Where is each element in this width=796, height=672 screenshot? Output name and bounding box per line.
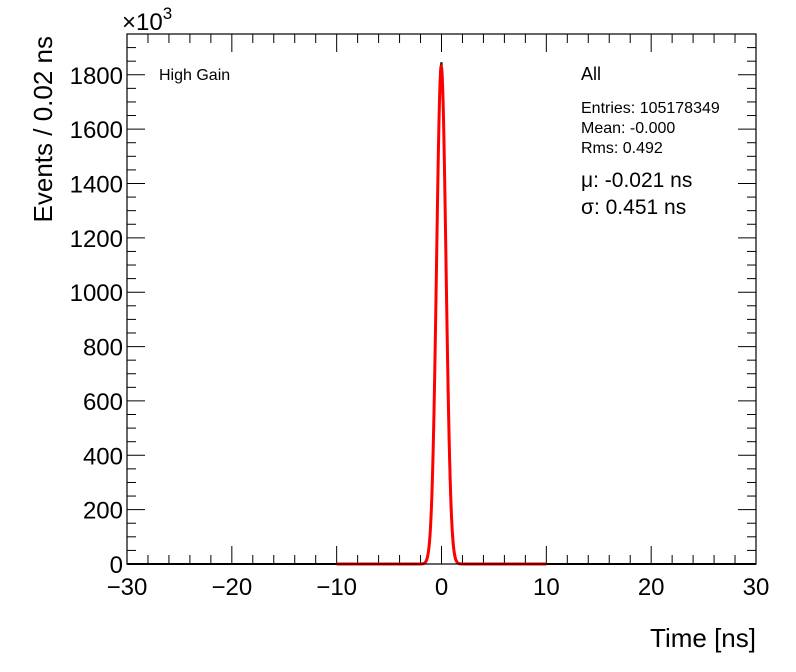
x-tick-label: 20: [638, 574, 665, 601]
x-axis-title: Time [ns]: [650, 623, 756, 653]
y-tick-label: 1400: [70, 171, 123, 198]
fit-mu: μ: -0.021 ns: [581, 169, 692, 192]
y-axis-title: Events / 0.02 ns: [28, 36, 58, 222]
x-tick-label: 0: [435, 574, 448, 601]
y-multiplier: ×103: [122, 4, 172, 36]
y-tick-label: 800: [83, 335, 123, 362]
y-tick-label: 600: [83, 389, 123, 416]
y-tick-label: 1200: [70, 226, 123, 253]
stats-mean: Mean: -0.000: [581, 120, 675, 137]
x-tick-label: −10: [316, 574, 357, 601]
fit-sigma: σ: 0.451 ns: [581, 196, 686, 219]
y-tick-label: 1800: [70, 63, 123, 90]
high-gain-label: High Gain: [159, 67, 230, 84]
y-tick-label: 1600: [70, 117, 123, 144]
y-tick-label: 400: [83, 443, 123, 470]
stats-title: All: [581, 64, 601, 84]
x-tick-labels: −30 −20 −10 0 10 20 30: [107, 574, 770, 601]
stats-entries: Entries: 105178349: [581, 100, 720, 117]
y-tick-label: 0: [110, 552, 123, 579]
y-tick-label: 200: [83, 498, 123, 525]
y-tick-label: 1000: [70, 280, 123, 307]
axis-ticks: [126, 33, 757, 565]
x-tick-label: 30: [743, 574, 770, 601]
x-tick-label: 10: [533, 574, 560, 601]
stats-rms: Rms: 0.492: [581, 140, 663, 157]
x-tick-label: −30: [107, 574, 148, 601]
x-tick-label: −20: [211, 574, 252, 601]
plot-frame: [126, 33, 757, 565]
y-tick-labels: 0 200 400 600 800 1000 1200 1400 1600 1800: [70, 63, 123, 579]
